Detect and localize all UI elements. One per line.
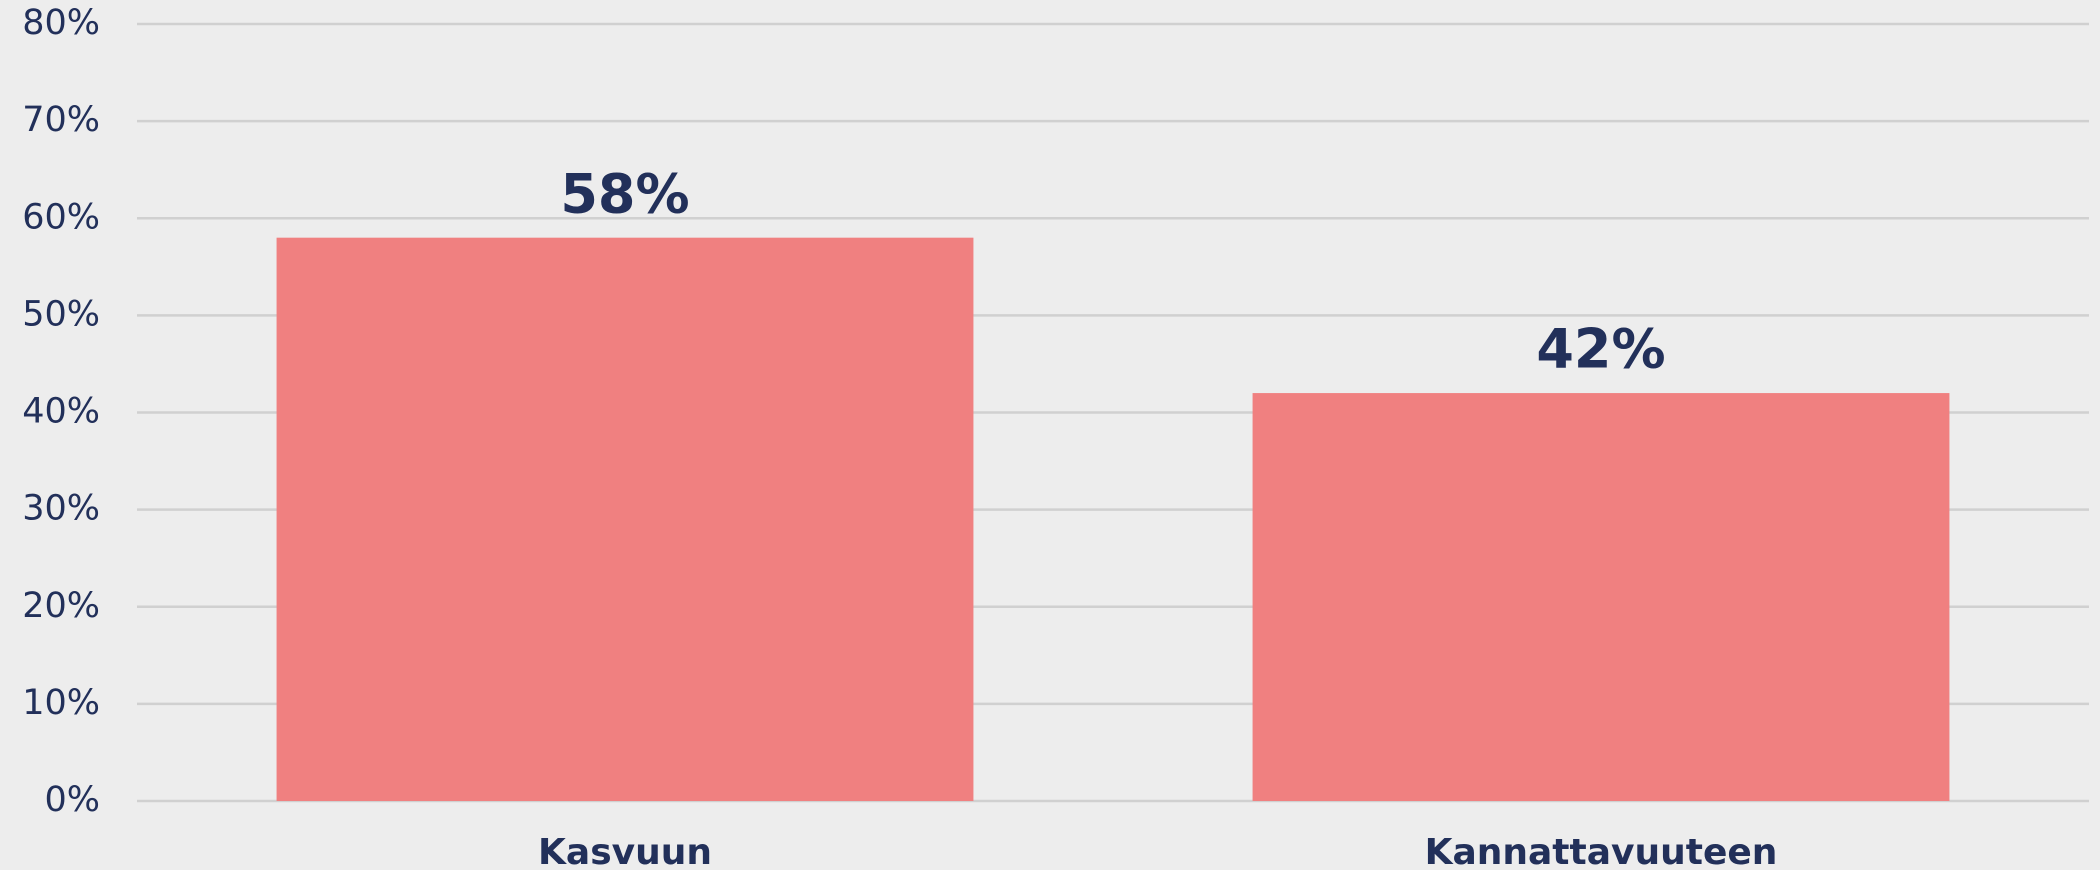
y-tick-label: 80% [22, 3, 100, 43]
y-tick-label: 50% [22, 294, 100, 334]
y-tick-label: 0% [44, 780, 100, 820]
bar [1252, 393, 1950, 801]
y-tick-label: 30% [22, 489, 100, 529]
value-label: 58% [560, 162, 689, 225]
x-tick-label: Kannattavuuteen [1425, 832, 1778, 870]
value-label: 42% [1536, 318, 1665, 381]
y-tick-label: 70% [22, 100, 100, 140]
bar [276, 237, 974, 802]
y-tick-label: 60% [22, 197, 100, 237]
y-tick-label: 10% [22, 683, 100, 723]
y-tick-label: 20% [22, 586, 100, 626]
x-tick-label: Kasvuun [538, 832, 712, 870]
y-tick-label: 40% [22, 392, 100, 432]
